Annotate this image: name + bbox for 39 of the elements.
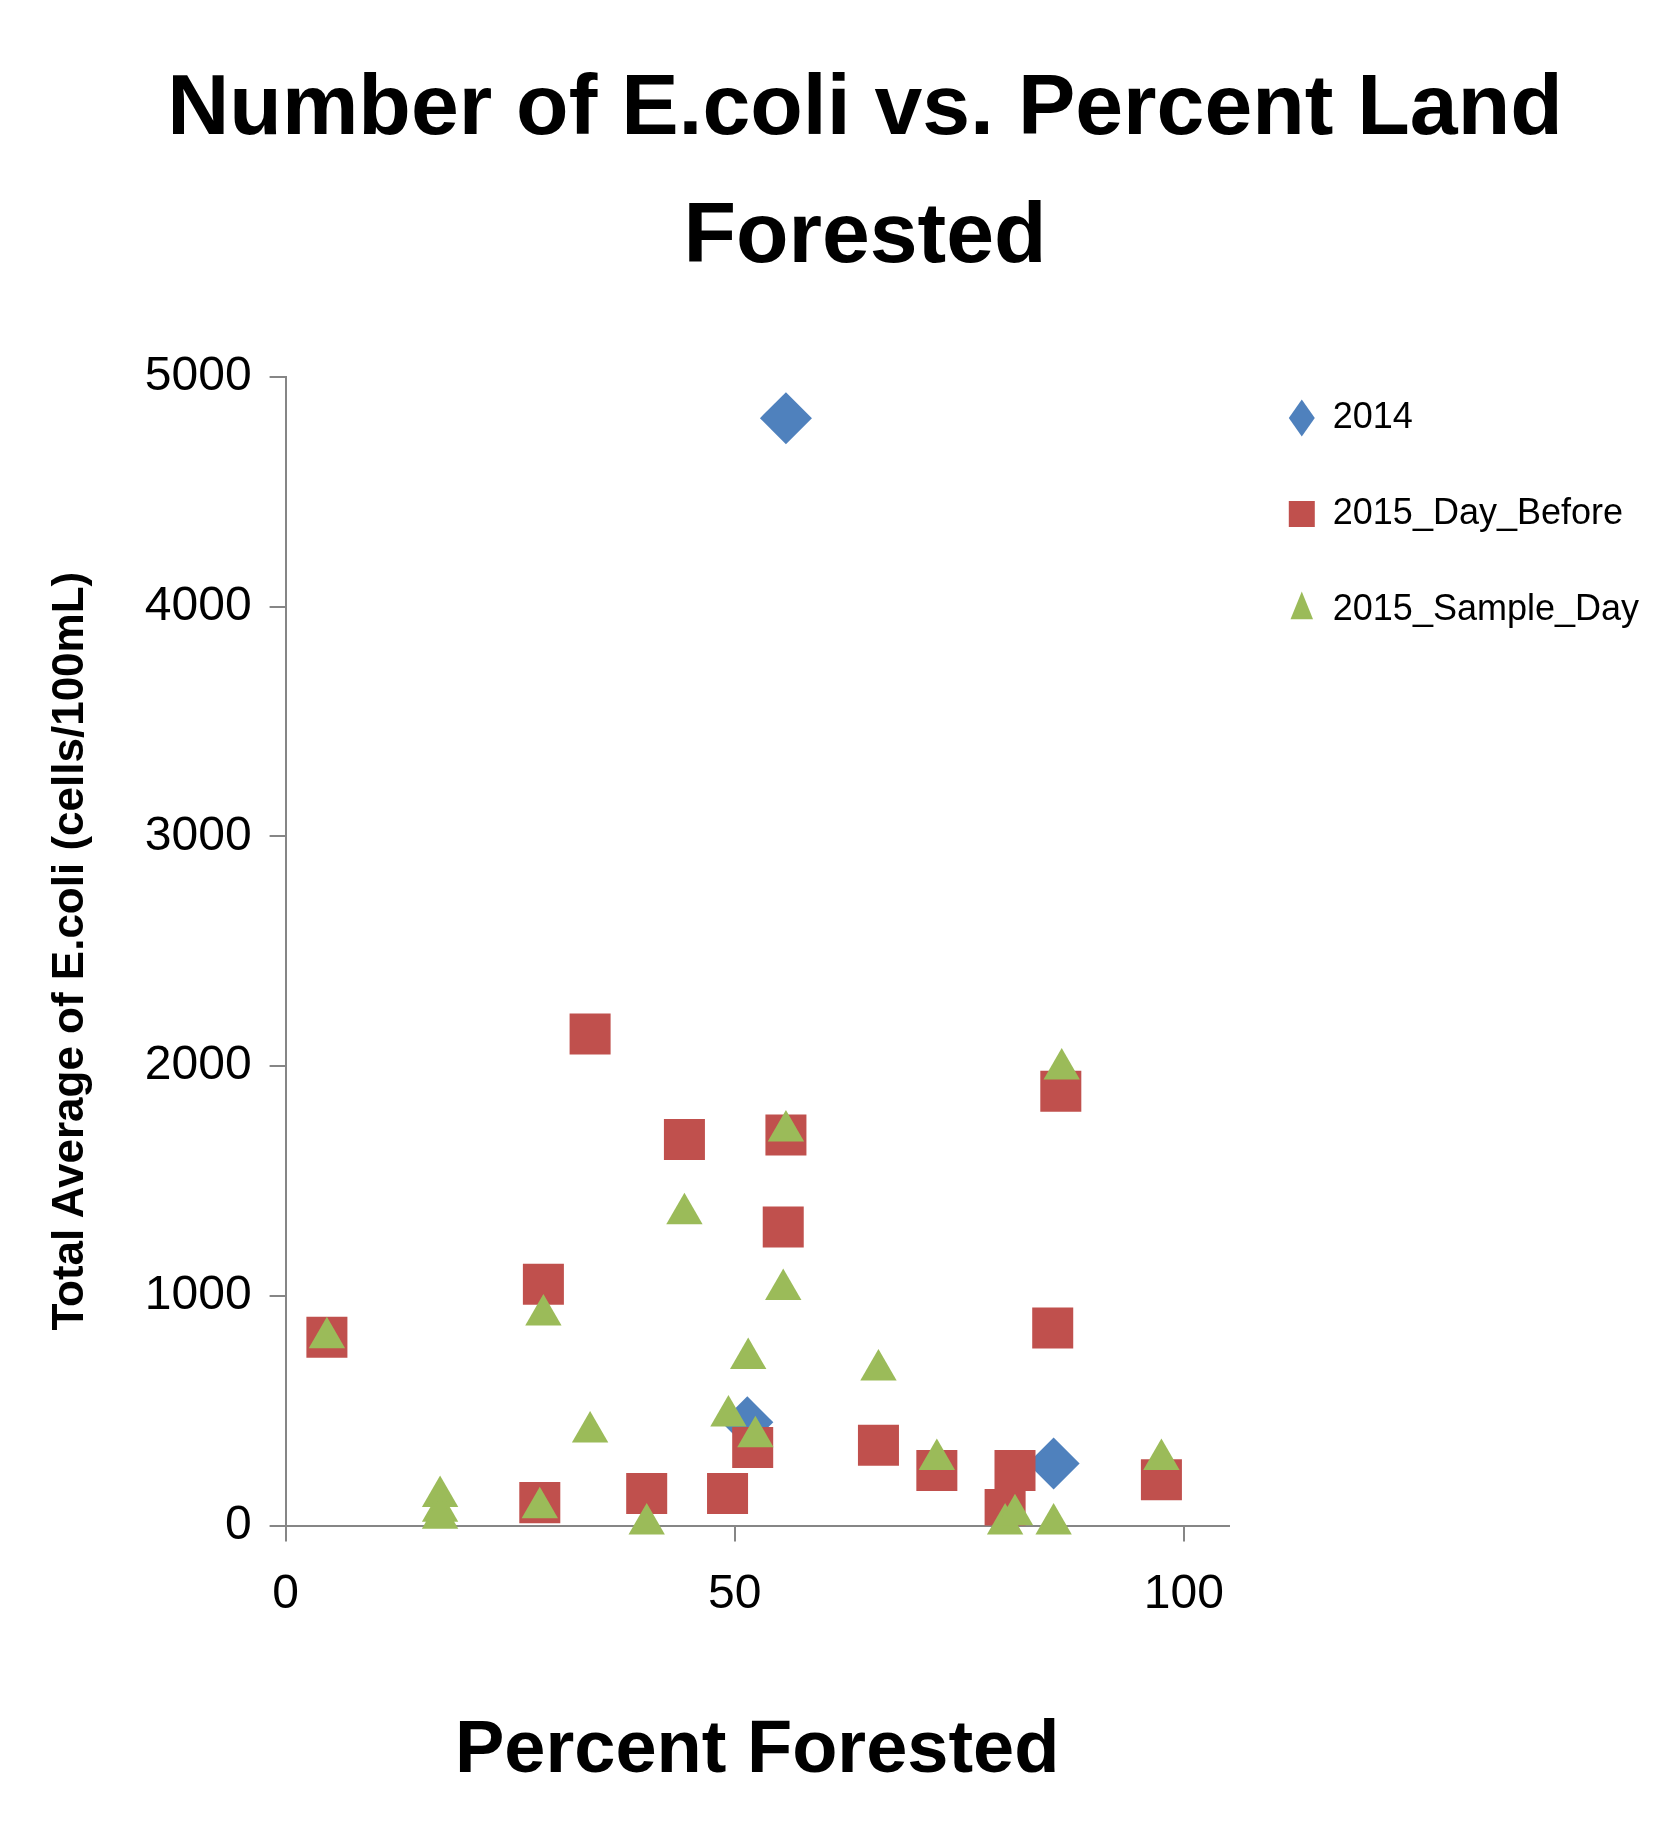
point bbox=[710, 1394, 747, 1427]
point bbox=[663, 1119, 705, 1161]
point bbox=[857, 1424, 899, 1466]
y-tick-label: 2000 bbox=[144, 1036, 252, 1090]
point bbox=[762, 1206, 804, 1248]
x-tick-label: 50 bbox=[708, 1564, 762, 1618]
x-tick-label: 100 bbox=[1143, 1564, 1224, 1618]
point bbox=[569, 1013, 611, 1055]
point bbox=[918, 1438, 956, 1471]
point bbox=[860, 1349, 897, 1381]
y-axis-title: Total Average of E.coli (cells/100mL) bbox=[42, 571, 92, 1331]
point bbox=[707, 1472, 749, 1514]
point bbox=[666, 1192, 703, 1225]
y-tick-label: 5000 bbox=[144, 347, 252, 401]
point bbox=[571, 1411, 609, 1443]
y-tick-label: 3000 bbox=[144, 806, 252, 860]
point bbox=[759, 392, 812, 445]
point bbox=[730, 1337, 767, 1370]
point bbox=[765, 1268, 802, 1301]
point bbox=[522, 1263, 564, 1305]
point bbox=[1032, 1307, 1074, 1349]
y-tick-label: 4000 bbox=[144, 576, 252, 630]
x-tick-label: 0 bbox=[272, 1564, 299, 1618]
point bbox=[767, 1110, 805, 1142]
legend-label: 2014 bbox=[1332, 394, 1413, 436]
chart-title: Number of E.coli vs. Percent Land Forested bbox=[166, 55, 1564, 282]
y-tick-label: 1000 bbox=[144, 1266, 252, 1320]
x-axis-title: Percent Forested bbox=[454, 1705, 1060, 1789]
point bbox=[1143, 1438, 1180, 1471]
point bbox=[994, 1449, 1036, 1491]
point bbox=[1035, 1502, 1072, 1535]
y-tick-label: 0 bbox=[224, 1495, 252, 1549]
point bbox=[525, 1293, 562, 1326]
point bbox=[628, 1502, 665, 1535]
point bbox=[626, 1472, 668, 1514]
point bbox=[308, 1316, 346, 1349]
legend-label: 2015_Day_Before bbox=[1332, 490, 1624, 532]
legend-label: 2015_Sample_Day bbox=[1332, 586, 1640, 628]
point bbox=[1043, 1048, 1080, 1080]
